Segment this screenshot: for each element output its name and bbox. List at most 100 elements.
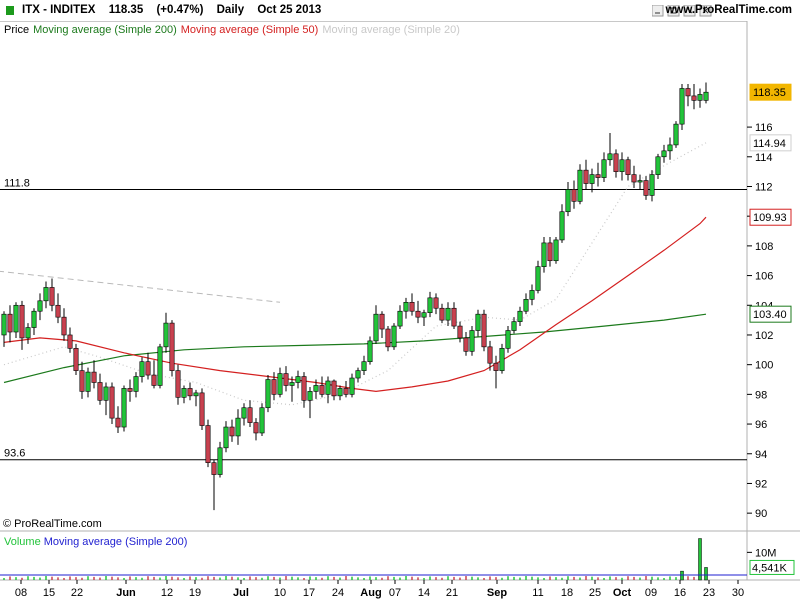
candle-up[interactable]: [289, 382, 295, 386]
candle-down[interactable]: [145, 361, 151, 376]
candle-up[interactable]: [679, 88, 685, 125]
candle-up[interactable]: [667, 144, 673, 152]
candle-down[interactable]: [73, 348, 79, 371]
close-icon[interactable]: [699, 5, 712, 17]
brand-label[interactable]: www.ProRealTime.com: [665, 4, 792, 16]
candle-up[interactable]: [469, 330, 475, 352]
candle-up[interactable]: [337, 388, 343, 397]
volume-spike[interactable]: [680, 570, 684, 581]
candle-up[interactable]: [649, 174, 655, 196]
legend-ma20[interactable]: Moving average (Simple 20): [322, 24, 460, 36]
candle-down[interactable]: [319, 385, 325, 395]
candle-up[interactable]: [655, 156, 661, 175]
candle-up[interactable]: [589, 174, 595, 184]
candle-down[interactable]: [331, 380, 337, 397]
ma50-line[interactable]: [3, 216, 707, 393]
candle-down[interactable]: [109, 386, 115, 419]
candle-up[interactable]: [157, 346, 163, 386]
candle-up[interactable]: [223, 426, 229, 449]
candle-up[interactable]: [577, 169, 583, 202]
candle-up[interactable]: [307, 391, 313, 401]
candle-up[interactable]: [133, 376, 139, 392]
candle-up[interactable]: [529, 290, 535, 300]
candle-up[interactable]: [535, 266, 541, 291]
candle-down[interactable]: [457, 325, 463, 339]
candle-down[interactable]: [625, 159, 631, 175]
candle-up[interactable]: [295, 376, 301, 383]
candle-up[interactable]: [703, 91, 709, 101]
candle-down[interactable]: [187, 388, 193, 397]
candle-up[interactable]: [313, 385, 319, 392]
candle-up[interactable]: [325, 380, 331, 395]
volume-spike[interactable]: [704, 567, 708, 581]
candle-down[interactable]: [487, 346, 493, 364]
volume-spike[interactable]: [698, 538, 702, 581]
candle-up[interactable]: [475, 313, 481, 331]
candle-down[interactable]: [229, 426, 235, 437]
candle-down[interactable]: [151, 374, 157, 386]
candle-down[interactable]: [301, 376, 307, 401]
candle-down[interactable]: [199, 392, 205, 426]
candle-up[interactable]: [517, 310, 523, 322]
candle-up[interactable]: [373, 313, 379, 342]
candle-up[interactable]: [181, 388, 187, 398]
candle-up[interactable]: [361, 361, 367, 371]
candle-up[interactable]: [499, 348, 505, 371]
candle-up[interactable]: [85, 371, 91, 392]
candle-down[interactable]: [91, 371, 97, 383]
candle-down[interactable]: [481, 313, 487, 348]
candle-down[interactable]: [439, 307, 445, 321]
candle-down[interactable]: [433, 297, 439, 309]
candle-up[interactable]: [505, 330, 511, 349]
candle-up[interactable]: [553, 239, 559, 262]
candle-up[interactable]: [1, 313, 7, 336]
candle-up[interactable]: [601, 159, 607, 178]
candle-up[interactable]: [349, 377, 355, 395]
candle-up[interactable]: [355, 370, 361, 379]
candle-down[interactable]: [67, 334, 73, 349]
candle-up[interactable]: [673, 123, 679, 146]
candle-up[interactable]: [559, 211, 565, 241]
candle-up[interactable]: [31, 310, 37, 328]
candle-down[interactable]: [691, 95, 697, 101]
candle-up[interactable]: [619, 159, 625, 172]
candle-up[interactable]: [391, 325, 397, 348]
candle-down[interactable]: [643, 180, 649, 196]
candle-down[interactable]: [631, 174, 637, 183]
candle-up[interactable]: [265, 379, 271, 409]
candle-down[interactable]: [7, 313, 13, 333]
candle-down[interactable]: [463, 337, 469, 352]
restore-icon[interactable]: [683, 5, 696, 17]
candle-up[interactable]: [697, 94, 703, 101]
candle-up[interactable]: [193, 392, 199, 397]
candle-up[interactable]: [163, 322, 169, 348]
candle-up[interactable]: [565, 189, 571, 213]
candle-up[interactable]: [259, 407, 265, 434]
ma20-line[interactable]: [3, 142, 707, 406]
candle-up[interactable]: [241, 407, 247, 419]
candle-down[interactable]: [595, 174, 601, 178]
candle-up[interactable]: [103, 386, 109, 401]
maximize-icon[interactable]: [667, 5, 680, 17]
candle-up[interactable]: [139, 361, 145, 377]
candle-down[interactable]: [19, 304, 25, 339]
candle-up[interactable]: [25, 327, 31, 339]
candle-down[interactable]: [343, 388, 349, 395]
candle-up[interactable]: [445, 307, 451, 321]
candle-up[interactable]: [217, 447, 223, 475]
candle-down[interactable]: [115, 417, 121, 428]
candle-up[interactable]: [661, 150, 667, 158]
candle-down[interactable]: [271, 379, 277, 395]
candle-up[interactable]: [121, 388, 127, 428]
candle-down[interactable]: [127, 388, 133, 392]
indicator-icon[interactable]: [6, 6, 14, 15]
candle-down[interactable]: [205, 425, 211, 463]
candle-down[interactable]: [685, 88, 691, 97]
candle-up[interactable]: [403, 302, 409, 312]
candle-down[interactable]: [169, 322, 175, 371]
legend-ma50[interactable]: Moving average (Simple 50): [180, 24, 319, 36]
candle-up[interactable]: [427, 297, 433, 313]
candle-up[interactable]: [235, 417, 241, 437]
legend-volume-ma[interactable]: Moving average (Simple 200): [43, 536, 188, 548]
candle-down[interactable]: [415, 310, 421, 318]
